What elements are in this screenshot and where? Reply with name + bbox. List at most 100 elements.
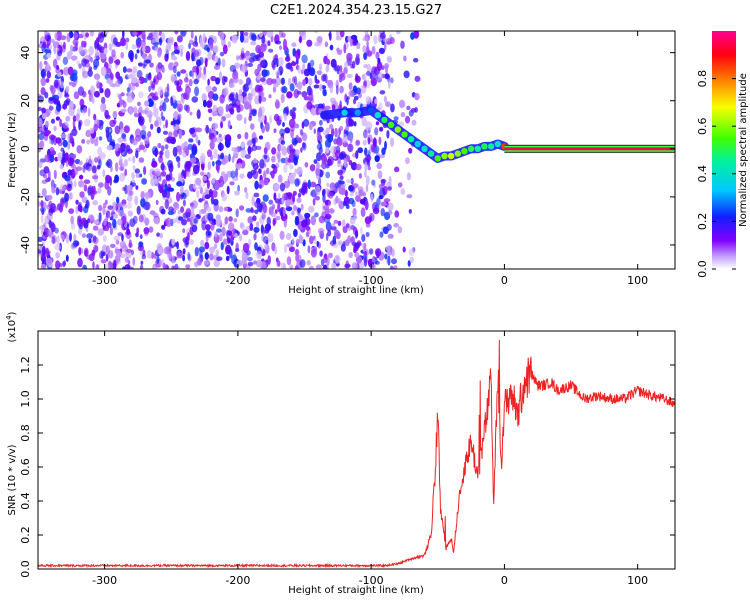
colorbar: 0.0 0.2 0.4 0.6 0.8 Normalized spectral ampl…	[696, 31, 749, 278]
spectrogram-speckle	[352, 207, 357, 217]
spectrogram-speckle	[414, 92, 420, 101]
spectrogram-speckle	[48, 134, 56, 141]
spectrogram-speckle	[243, 117, 247, 125]
spectrogram-speckle	[113, 236, 120, 241]
spectrogram-speckle	[393, 116, 399, 121]
spectrogram-speckle	[222, 44, 228, 55]
spectrogram-speckle	[225, 104, 229, 113]
spectrogram-speckle	[213, 260, 220, 268]
spectrogram-speckle	[291, 111, 296, 120]
spectrogram-speckle	[189, 202, 194, 207]
spectrogram-speckle	[305, 231, 310, 238]
spectrogram-speckle	[180, 48, 184, 57]
spectrogram-speckle	[350, 177, 354, 185]
spectrogram-speckle	[139, 234, 143, 240]
spectrogram-speckle	[242, 229, 249, 236]
spectrogram-speckle	[295, 49, 301, 60]
spectrogram-speckle	[342, 226, 348, 234]
spectrogram-speckle	[183, 170, 187, 180]
spectrogram-speckle	[77, 86, 85, 96]
spectrogram-speckle	[204, 57, 208, 68]
spectrogram-speckle	[152, 266, 158, 269]
spectrogram-speckle	[294, 76, 298, 86]
spectrogram-speckle	[295, 58, 299, 65]
spectrogram-speckle	[324, 73, 328, 84]
spectrogram-speckle	[193, 218, 198, 224]
spectrogram-speckle	[51, 236, 56, 245]
spectrogram-speckle	[315, 167, 320, 177]
spectrogram-speckle	[308, 123, 313, 131]
spectrogram-speckle	[390, 137, 394, 147]
spectrogram-speckle	[114, 174, 120, 183]
spectrogram-speckle	[232, 75, 239, 84]
spectrogram-speckle	[334, 182, 339, 189]
spectrogram-speckle	[350, 63, 354, 69]
spectrogram-speckle	[227, 41, 231, 48]
spectrogram-speckle	[60, 133, 67, 139]
spectrogram-speckle	[376, 197, 381, 206]
spectrogram-speckle	[228, 83, 235, 88]
spectrogram-speckle	[125, 41, 129, 51]
spectrogram-speckle	[316, 130, 321, 141]
spectrogram-speckle	[313, 128, 317, 134]
spectrogram-speckle	[258, 84, 263, 92]
spectrogram-speckle	[367, 137, 371, 145]
spectrogram-speckle	[166, 136, 173, 144]
spectrogram-speckle	[387, 202, 394, 212]
spectrogram-speckle	[183, 145, 189, 154]
spectrogram-speckle	[38, 117, 43, 128]
spectrogram-speckle	[342, 133, 348, 144]
spectrogram-speckle	[137, 244, 144, 252]
y-tick-label: 40	[19, 46, 32, 60]
spectrogram-speckle	[187, 251, 191, 261]
spectrogram-speckle	[102, 202, 107, 209]
spectrogram-speckle	[310, 215, 316, 226]
spectrogram-speckle	[239, 173, 245, 179]
spectrogram-speckle	[227, 120, 231, 129]
spectrogram-speckle	[346, 155, 351, 162]
spectrogram-speckle	[180, 69, 187, 74]
spectrogram-speckle	[172, 65, 177, 74]
spectrogram-speckle	[119, 127, 125, 135]
spectrogram-speckle	[388, 176, 392, 185]
spectrogram-speckle	[231, 254, 238, 265]
spectrogram-speckle	[221, 58, 226, 68]
spectrogram-speckle	[164, 144, 169, 150]
spectrogram-speckle	[215, 249, 220, 257]
spectrogram-speckle	[387, 255, 391, 266]
y-tick-label: 0.0	[19, 560, 32, 578]
spectrogram-speckle	[382, 38, 389, 43]
ridge-point	[421, 145, 428, 152]
spectrogram-speckle	[73, 180, 77, 188]
spectrogram-speckle	[360, 84, 367, 94]
snr-y-multiplier: (x104)	[5, 311, 18, 342]
spectrogram-speckle	[313, 84, 320, 89]
spectrogram-speckle	[309, 59, 315, 67]
spectrogram-speckle	[121, 133, 127, 139]
spectrogram-speckle	[229, 93, 235, 101]
spectrogram-speckle	[69, 44, 73, 52]
spectrogram-speckle	[85, 32, 89, 38]
spectrogram-speckle	[223, 87, 229, 96]
spectrogram-speckle	[264, 229, 270, 234]
spectrogram-speckle	[308, 205, 315, 213]
spectrogram-speckle	[403, 70, 410, 79]
spectrogram-speckle	[99, 87, 104, 94]
spectrogram-speckle	[73, 91, 80, 100]
spectrogram-speckle	[185, 264, 191, 269]
spectrogram-speckle	[57, 155, 62, 161]
spectrogram-speckle	[119, 240, 126, 249]
spectrogram-speckle	[356, 42, 361, 50]
spectrogram-speckle	[82, 264, 87, 269]
spectrogram-speckle	[90, 56, 93, 63]
spectrogram-speckle	[282, 207, 286, 217]
spectrogram-speckle	[185, 85, 191, 95]
spectrogram-speckle	[89, 127, 95, 134]
spectrogram-speckle	[77, 257, 83, 268]
spectrogram-speckle	[203, 66, 207, 76]
spectrogram-speckle	[79, 205, 83, 213]
spectrogram-speckle	[181, 192, 187, 200]
spectrogram-speckle	[245, 77, 252, 86]
spectrogram-speckle	[41, 188, 47, 197]
spectrogram-speckle	[372, 207, 380, 215]
